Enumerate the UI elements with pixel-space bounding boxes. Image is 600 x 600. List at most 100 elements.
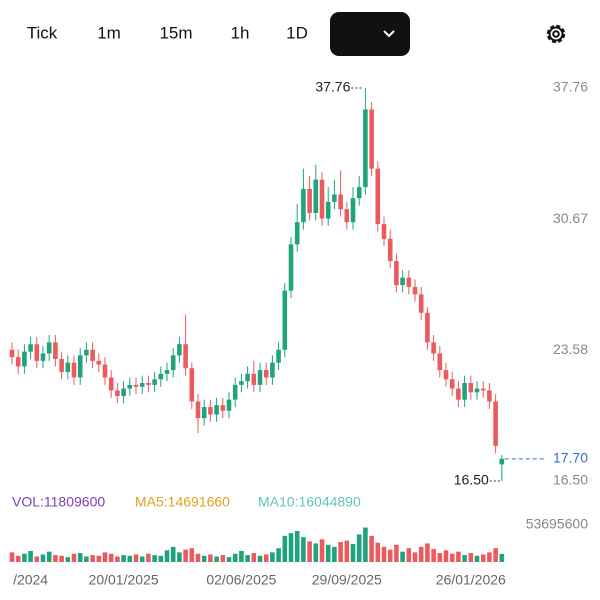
volume-bar <box>332 546 337 562</box>
candle-body <box>263 370 269 378</box>
candle-body <box>71 362 77 378</box>
y-tick-label: 16.50 <box>553 472 588 488</box>
volume-bar <box>177 552 182 562</box>
volume-bar <box>406 548 412 562</box>
candle-body <box>214 405 219 415</box>
volume-bar <box>288 533 294 562</box>
candle-body <box>480 388 486 391</box>
candle-body <box>294 222 300 245</box>
candle-body <box>425 312 430 343</box>
candle-body <box>96 360 102 365</box>
candle-body <box>239 381 244 385</box>
volume-bar <box>387 549 393 562</box>
candle-body <box>195 401 201 419</box>
selected-tab-bg[interactable] <box>330 12 410 56</box>
volume-bar <box>146 553 151 562</box>
candle-body <box>177 344 182 356</box>
volume-bar <box>263 554 269 562</box>
candle-body <box>121 388 126 396</box>
volume-bar <box>257 555 263 562</box>
volume-bar <box>294 530 300 562</box>
timeframe-tab[interactable]: 1D <box>286 23 308 42</box>
volume-bar <box>443 550 449 562</box>
candle-body <box>381 224 387 239</box>
volume-bar <box>425 543 430 562</box>
candle-body <box>487 390 492 402</box>
settings-icon[interactable] <box>546 24 566 44</box>
volume-bar <box>381 546 387 562</box>
timeframe-tab[interactable]: 1h <box>231 23 250 42</box>
volume-bar <box>319 539 325 562</box>
candle-body <box>164 370 170 374</box>
volume-bar <box>499 553 505 562</box>
candle-body <box>158 373 164 380</box>
y-tick-label: 23.58 <box>553 341 588 357</box>
volume-bar <box>449 553 455 562</box>
volume-bar <box>183 549 188 562</box>
indicator-label: MA5:14691660 <box>135 494 230 510</box>
dropdown-chevron[interactable] <box>383 30 395 38</box>
timeframe-tab[interactable]: 1m <box>97 23 121 42</box>
candle-body <box>139 383 145 387</box>
candle-body <box>332 194 337 202</box>
volume-bar <box>164 550 170 562</box>
timeframe-tab[interactable]: 15m <box>159 23 192 42</box>
candle-body <box>22 351 27 367</box>
candle-body <box>146 383 151 385</box>
volume-bar <box>84 556 89 562</box>
volume-bar <box>270 552 275 562</box>
timeframe-tab[interactable]: 1W <box>344 23 370 42</box>
volume-bar <box>400 551 405 562</box>
candle-body <box>189 368 195 402</box>
candle-body <box>375 168 381 225</box>
volume-bar <box>195 553 201 562</box>
volume-bar <box>394 544 399 562</box>
candle-body <box>474 388 480 393</box>
candle-body <box>46 342 52 354</box>
volume-bar <box>96 555 102 562</box>
candle-body <box>369 109 374 169</box>
volume-bar <box>456 551 461 562</box>
candle-body <box>102 364 108 378</box>
candle-body <box>257 370 263 385</box>
volume-bar <box>226 557 232 562</box>
last-price-label: 17.70 <box>553 450 588 466</box>
candle-body <box>152 379 157 385</box>
volume-bar <box>102 552 108 562</box>
volume-bar <box>127 555 133 562</box>
volume-bar <box>170 546 176 562</box>
x-tick-label: 29/09/2025 <box>312 572 382 588</box>
volume-bar <box>375 542 381 562</box>
volume-bar <box>239 550 244 562</box>
volume-bar <box>53 555 58 562</box>
volume-bar <box>468 553 474 562</box>
max-label: 37.76 <box>315 79 350 95</box>
indicator-label: VOL:11809600 <box>12 494 105 510</box>
volume-bar <box>220 555 226 562</box>
candle-body <box>127 384 133 389</box>
candle-body <box>400 277 405 286</box>
timeframe-tab[interactable]: Tick <box>27 23 58 42</box>
candle-body <box>90 349 95 361</box>
volume-bar <box>40 554 46 562</box>
candle-body <box>59 358 64 372</box>
volume-bar <box>201 555 207 562</box>
volume-bar <box>34 556 40 562</box>
volume-bar <box>356 534 362 562</box>
candle-body <box>77 355 83 378</box>
candle-body <box>15 357 21 367</box>
candle-body <box>462 383 467 400</box>
candle-body <box>133 384 139 387</box>
candle-body <box>325 201 331 219</box>
volume-bar <box>245 555 250 562</box>
candle-body <box>115 390 120 396</box>
x-tick-label: /2024 <box>13 572 48 588</box>
volume-bar <box>28 550 33 562</box>
candle-body <box>34 344 40 361</box>
candle-body <box>276 349 281 363</box>
volume-bar <box>313 543 319 562</box>
volume-bar <box>139 556 145 562</box>
volume-bar <box>152 555 157 562</box>
volume-bar <box>59 555 64 562</box>
candle-body <box>431 342 436 354</box>
